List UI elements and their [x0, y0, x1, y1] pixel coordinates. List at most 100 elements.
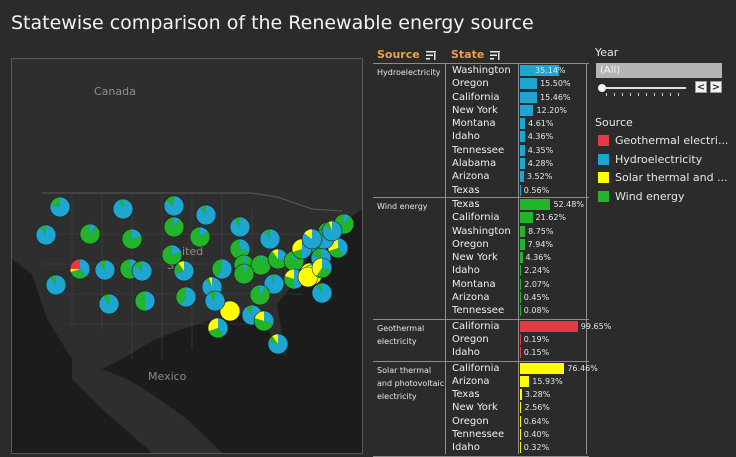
- percent-bar: [520, 118, 526, 130]
- source-label[interactable]: Hydroelectricity: [377, 68, 441, 77]
- prev-year-button[interactable]: <: [695, 81, 707, 93]
- state-pie[interactable]: [163, 216, 185, 238]
- state-pie[interactable]: [219, 300, 241, 322]
- state-pie[interactable]: [121, 228, 143, 250]
- sort-icon[interactable]: [425, 50, 436, 60]
- state-pie[interactable]: [131, 260, 153, 282]
- slider-track[interactable]: [602, 87, 686, 89]
- state-pie[interactable]: [253, 310, 275, 332]
- state-pie[interactable]: [161, 244, 183, 266]
- table-row[interactable]: Oregon 15.50%: [373, 77, 589, 90]
- table-row[interactable]: Washington 8.75%: [373, 225, 589, 238]
- table-row[interactable]: Montana 2.07%: [373, 278, 589, 291]
- source-label[interactable]: Geothermal electricity: [377, 323, 425, 346]
- pie-slice-hydro: [218, 318, 229, 337]
- state-pie[interactable]: [35, 224, 57, 246]
- pie-slice-hydro: [261, 255, 265, 265]
- slider-thumb[interactable]: [598, 84, 606, 92]
- table-row[interactable]: Idaho 2.24%: [373, 264, 589, 277]
- source-label[interactable]: Solar thermal and photovoltaic electrici…: [377, 365, 445, 401]
- state-pie[interactable]: [229, 238, 251, 260]
- table-row[interactable]: Texas 52.48%: [373, 198, 589, 211]
- source-header[interactable]: Source: [377, 48, 436, 61]
- state-pie[interactable]: [211, 258, 233, 280]
- table-row[interactable]: Alabama 4.28%: [373, 157, 589, 170]
- next-year-button[interactable]: >: [710, 81, 722, 93]
- state-pie[interactable]: [173, 260, 195, 282]
- table-row[interactable]: California 15.46%: [373, 91, 589, 104]
- table-row[interactable]: Oregon 0.19%: [373, 333, 589, 346]
- state-pie[interactable]: [189, 226, 211, 248]
- state-pie[interactable]: [250, 254, 272, 276]
- table-row[interactable]: Texas 3.28%: [373, 388, 589, 401]
- state-pie[interactable]: [79, 223, 101, 245]
- state-pie[interactable]: [98, 293, 120, 315]
- sort-icon[interactable]: [490, 50, 501, 60]
- state-pie[interactable]: [321, 220, 343, 242]
- pie-slice-wind: [209, 291, 215, 301]
- table-row[interactable]: New York 2.56%: [373, 401, 589, 414]
- page-title: Statewise comparison of the Renewable en…: [11, 12, 534, 34]
- state-pie[interactable]: [49, 196, 71, 218]
- table-row[interactable]: Arizona 3.52%: [373, 170, 589, 183]
- state-pie[interactable]: [263, 273, 285, 295]
- table-row[interactable]: Texas 0.56%: [373, 184, 589, 197]
- state-pie[interactable]: [229, 216, 251, 238]
- year-slider[interactable]: [598, 82, 688, 98]
- state-pie[interactable]: [112, 198, 134, 220]
- pie-outline: [321, 220, 343, 242]
- table-row[interactable]: Tennessee 4.35%: [373, 144, 589, 157]
- state-pie[interactable]: [69, 258, 91, 280]
- year-select[interactable]: (All): [596, 63, 722, 78]
- table-row[interactable]: Arizona 0.45%: [373, 291, 589, 304]
- state-pie[interactable]: [267, 333, 289, 355]
- table-row[interactable]: New York 4.36%: [373, 251, 589, 264]
- state-pie[interactable]: [207, 317, 229, 339]
- map-canvas[interactable]: Canada United S Mexico: [12, 59, 362, 453]
- state-pie[interactable]: [311, 257, 333, 279]
- state-pie[interactable]: [134, 290, 156, 312]
- state-name: Arizona: [452, 292, 490, 304]
- pie-outline: [173, 260, 195, 282]
- state-pie[interactable]: [94, 259, 116, 281]
- table-row[interactable]: Tennessee 0.40%: [373, 428, 589, 441]
- state-pie[interactable]: [259, 228, 281, 250]
- pie-markers[interactable]: [35, 195, 355, 355]
- percent-value: 4.36%: [525, 253, 551, 263]
- state-pie[interactable]: [45, 274, 67, 296]
- state-pie[interactable]: [311, 282, 333, 304]
- state-name: Oregon: [452, 78, 489, 90]
- table-row[interactable]: Washington 35.14%: [373, 64, 589, 77]
- percent-bar: [520, 171, 524, 183]
- table-row[interactable]: California 76.46%: [373, 362, 598, 375]
- table-row[interactable]: Tennessee 0.08%: [373, 304, 589, 317]
- table-row[interactable]: California 99.65%: [373, 320, 611, 333]
- table-row[interactable]: Idaho 0.32%: [373, 441, 589, 454]
- us-map[interactable]: Canada United S Mexico: [11, 58, 363, 454]
- source-legend-title: Source: [595, 116, 633, 129]
- state-pie[interactable]: [249, 284, 271, 306]
- state-name: Idaho: [452, 442, 480, 454]
- pie-outline: [267, 333, 289, 355]
- state-pie[interactable]: [175, 286, 197, 308]
- state-pie[interactable]: [163, 195, 185, 217]
- table-row[interactable]: Arizona 15.93%: [373, 375, 589, 388]
- table-row[interactable]: Idaho 0.15%: [373, 346, 589, 359]
- pie-slice-hydro: [94, 260, 115, 280]
- pie-outline: [49, 196, 71, 218]
- state-pie[interactable]: [233, 263, 255, 285]
- percent-value: 0.45%: [523, 293, 550, 303]
- table-row[interactable]: Montana 4.61%: [373, 117, 589, 130]
- state-pie[interactable]: [301, 228, 323, 250]
- table-row[interactable]: Idaho 4.36%: [373, 130, 589, 143]
- source-label[interactable]: Wind energy: [377, 202, 428, 211]
- table-row[interactable]: Oregon 0.64%: [373, 415, 589, 428]
- pie-slice-wind: [267, 250, 288, 270]
- state-pie[interactable]: [195, 204, 217, 226]
- table-row[interactable]: Oregon 7.94%: [373, 238, 589, 251]
- table-row[interactable]: New York 12.20%: [373, 104, 589, 117]
- percent-value: 15.93%: [532, 376, 563, 386]
- state-pie[interactable]: [204, 290, 226, 312]
- state-header[interactable]: State: [451, 48, 501, 61]
- table-row[interactable]: California 21.62%: [373, 211, 589, 224]
